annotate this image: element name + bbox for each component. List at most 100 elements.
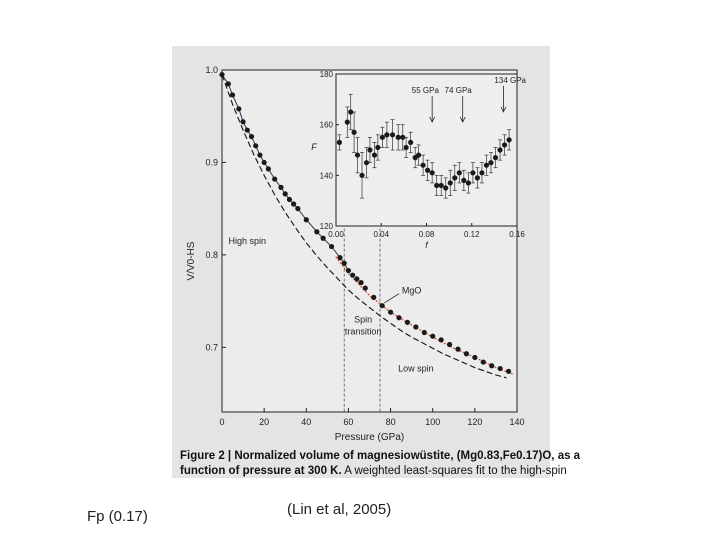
y-axis-label: V/V0-HS [186,241,197,280]
inset-x-axis-label: f [425,240,429,250]
inset-pressure-label: 134 GPa [494,76,526,85]
inset-y-tick-label: 180 [320,70,334,79]
data-point [272,176,278,182]
inset-arrow-head [429,116,436,123]
chart-annotation: Spin [354,314,372,324]
inset-data-point [474,175,481,181]
inset-data-point [470,170,476,176]
inset-data-point [379,134,385,140]
y-tick-label: 0.9 [205,157,218,167]
inset-x-tick-label: 0.08 [419,230,435,239]
inset-data-point [483,162,490,168]
data-point [350,272,356,278]
inset-data-point [488,160,494,166]
inset-data-point [506,137,512,143]
data-point [489,363,495,369]
data-point [248,133,255,140]
inset-y-tick-label: 140 [320,171,334,180]
inset-x-tick-label: 0.12 [464,230,480,239]
mgo-arrow [384,293,400,304]
inset-data-point [465,180,471,186]
inset-data-point [420,162,426,168]
figure-caption-line2: function of pressure at 300 K. A weighte… [180,465,567,477]
inset-data-point [354,152,361,158]
inset-data-point [452,175,458,181]
inset-x-tick-label: 0.04 [373,230,389,239]
data-point [236,106,242,112]
inset-data-point [425,167,431,173]
inset-data-point [367,147,373,153]
inset-data-point [344,119,350,125]
inset-data-point [371,152,378,158]
data-point [282,191,288,197]
data-point [472,354,478,361]
inset-data-point [395,134,401,140]
data-point [265,166,271,172]
data-point [430,333,436,339]
x-tick-label: 140 [509,417,524,427]
figure-scan: 0 20 40 60 80 100 120 140 0.7 0.8 0.9 1.0 Pressure (… [172,46,580,478]
inset-data-point [384,132,390,138]
data-point [291,201,297,207]
inset-data-point [456,170,462,176]
data-point [261,159,267,166]
data-point [303,217,309,223]
data-point [253,143,259,149]
inset-data-point [434,182,440,189]
inset-data-point [415,152,422,158]
data-point [314,229,320,235]
inset-data-point [501,142,508,148]
figure-caption-bold: function of pressure at 300 K. [180,465,342,477]
data-point [328,243,335,250]
inset-data-point [403,144,409,151]
data-point [337,255,343,261]
data-point [320,235,326,241]
data-point [371,294,377,300]
y-tick-label: 1.0 [205,65,218,75]
x-tick-label: 20 [259,417,269,427]
inset-data-point [363,160,370,166]
data-point [257,152,263,158]
chart-annotation: Low spin [398,363,434,373]
data-point [463,351,470,357]
inset-y-tick-label: 120 [320,222,334,231]
inset-data-point [408,139,414,145]
inset-data-point [336,139,342,145]
x-axis-label: Pressure (GPa) [335,432,404,443]
inset-data-point [479,170,485,176]
inset-y-axis-label: F [311,142,317,152]
left-caption: Fp (0.17) [87,508,148,525]
inset-arrow-head [500,106,507,113]
figure-caption-line1: Figure 2 | Normalized volume of magnesio… [180,450,581,462]
inset-data-point [492,155,499,161]
x-tick-label: 60 [343,417,353,427]
data-point [341,260,347,266]
x-tick-label: 0 [219,417,224,427]
data-point [225,81,231,87]
data-point [229,92,236,98]
y-tick-label: 0.8 [205,250,218,260]
data-point [438,337,444,343]
inset-data-point [348,109,354,115]
x-tick-label: 120 [467,417,482,427]
inset-data-point [375,144,381,151]
inset-x-tick-label: 0.00 [328,230,344,239]
data-point [413,324,419,330]
chart-annotation: High spin [229,236,267,246]
inset-x-tick-label: 0.16 [509,230,525,239]
data-point [358,279,364,286]
data-point [354,276,360,282]
data-point [497,365,503,372]
data-point [421,329,427,336]
data-point [455,346,461,352]
inset-y-tick-label: 160 [320,121,334,130]
data-point [278,184,284,190]
data-point [404,319,411,325]
right-caption: (Lin et al, 2005) [287,501,392,518]
inset-data-point [447,180,453,186]
data-point [240,119,246,125]
inset-data-point [400,134,406,140]
inset-data-point [389,132,396,138]
inset-data-point [497,147,503,153]
data-point [396,315,402,321]
